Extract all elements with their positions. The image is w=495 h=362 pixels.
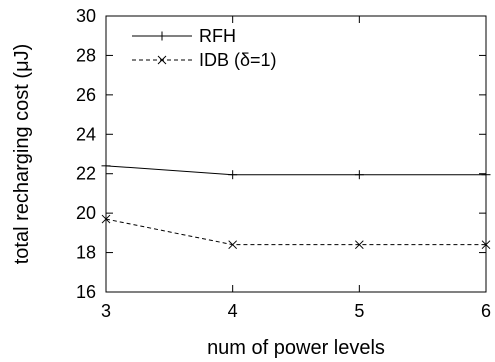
y-axis-label: total recharging cost (μJ): [11, 44, 33, 265]
y-tick-label: 24: [76, 124, 96, 144]
series-0-point: [101, 161, 111, 171]
y-tick-label: 16: [76, 282, 96, 302]
y-tick-label: 22: [76, 164, 96, 184]
legend-label-0: RFH: [199, 26, 236, 46]
plot-frame: [105, 15, 487, 293]
y-tick-label: 20: [76, 203, 96, 223]
y-tick-label: 30: [76, 6, 96, 26]
x-tick-label: 5: [354, 301, 364, 321]
y-tick-label: 28: [76, 45, 96, 65]
series-0-point: [228, 170, 238, 180]
y-tick-label: 18: [76, 243, 96, 263]
legend-marker-0: [157, 31, 167, 41]
x-tick-label: 3: [101, 301, 111, 321]
series-1-point: [481, 240, 491, 250]
series-1-point: [228, 240, 238, 250]
series-line-0: [105, 165, 486, 176]
series-0-point: [354, 170, 364, 180]
legend: RFH IDB (δ=1): [132, 26, 277, 70]
y-tick-label: 26: [76, 85, 96, 105]
x-axis-label: num of power levels: [207, 337, 385, 359]
y-axis-ticks: 16 18 20 22 24 26 28 30: [76, 6, 486, 302]
legend-marker-1: [157, 55, 167, 65]
series-1-point: [101, 214, 111, 224]
legend-label-1: IDB (δ=1): [199, 50, 277, 70]
series-0-point: [481, 170, 491, 180]
x-tick-label: 4: [228, 301, 238, 321]
series-layer: [101, 161, 491, 250]
series-line-1: [105, 218, 486, 246]
x-tick-label: 6: [481, 301, 491, 321]
x-axis-ticks: 3 4 5 6: [101, 16, 491, 321]
series-1-point: [354, 240, 364, 250]
